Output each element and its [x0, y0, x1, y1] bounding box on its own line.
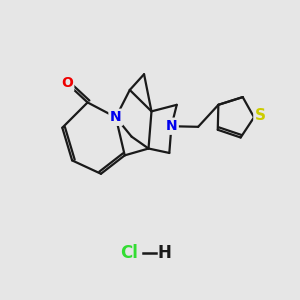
Text: S: S	[255, 108, 266, 123]
Text: H: H	[158, 244, 172, 262]
Text: N: N	[110, 110, 122, 124]
Text: Cl: Cl	[120, 244, 138, 262]
Text: N: N	[166, 119, 177, 133]
Text: O: O	[61, 76, 73, 90]
